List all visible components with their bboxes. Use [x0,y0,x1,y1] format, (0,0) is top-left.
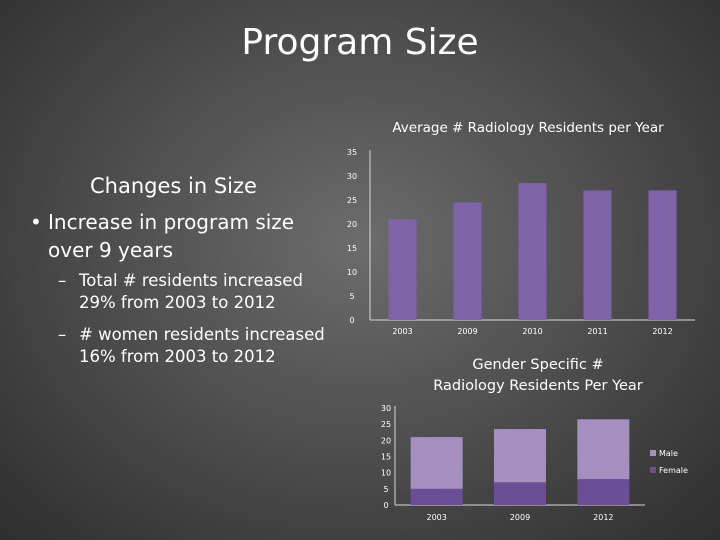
bullet-increase-program-size: Increase in program size over 9 years [48,210,295,262]
chart-title: Average # Radiology Residents per Year [392,120,664,136]
bar-female [410,488,463,505]
x-tick-label: 2012 [593,513,613,522]
legend-label-male: Male [659,449,678,458]
x-tick-label: 2009 [510,513,530,522]
y-tick-label: 30 [347,172,357,181]
x-tick-label: 2012 [652,327,672,336]
y-tick-label: 30 [381,404,391,413]
bar-male [577,419,630,480]
legend-swatch-female [650,467,656,473]
sub-bullet-marker: – [58,271,67,290]
bar [453,202,482,320]
y-tick-label: 25 [381,420,391,429]
chart-title-line: Gender Specific # [472,357,603,373]
y-tick-label: 10 [381,469,391,478]
y-tick-label: 15 [347,244,357,253]
section-subtitle: Changes in Size [90,174,257,198]
y-tick-label: 10 [347,268,357,277]
y-tick-label: 5 [383,485,388,494]
sub-bullet-women-residents: # women residents increased 16% from 200… [79,325,325,366]
bar [388,219,417,320]
bar-female [494,482,546,505]
y-tick-label: 20 [347,220,357,229]
x-tick-label: 2011 [587,327,607,336]
bar-male [494,429,546,483]
bar-male [410,437,463,489]
sub-bullet-marker: – [58,325,67,344]
x-tick-label: 2003 [426,513,446,522]
y-tick-label: 0 [349,316,354,325]
y-tick-label: 5 [349,292,354,301]
y-tick-label: 20 [381,436,391,445]
y-tick-label: 15 [381,453,391,462]
x-tick-label: 2009 [457,327,477,336]
slide-title: Program Size [241,22,479,63]
sub-bullet-total-residents: Total # residents increased 29% from 200… [79,271,304,312]
bullet-marker: • [30,210,42,234]
y-tick-label: 0 [383,501,388,510]
gender-residents-chart: Gender Specific # Radiology Residents Per… [381,357,688,522]
y-tick-label: 35 [347,148,357,157]
x-tick-label: 2010 [522,327,542,336]
legend-swatch-male [650,450,656,456]
bar [583,190,612,320]
bar [518,183,547,320]
legend-label-female: Female [659,466,688,475]
bar [648,190,677,320]
x-tick-label: 2003 [392,327,412,336]
chart-title-line: Radiology Residents Per Year [433,378,643,394]
average-residents-chart: Average # Radiology Residents per Year 0 5… [347,120,695,336]
bar-female [577,479,630,505]
y-tick-label: 25 [347,196,357,205]
